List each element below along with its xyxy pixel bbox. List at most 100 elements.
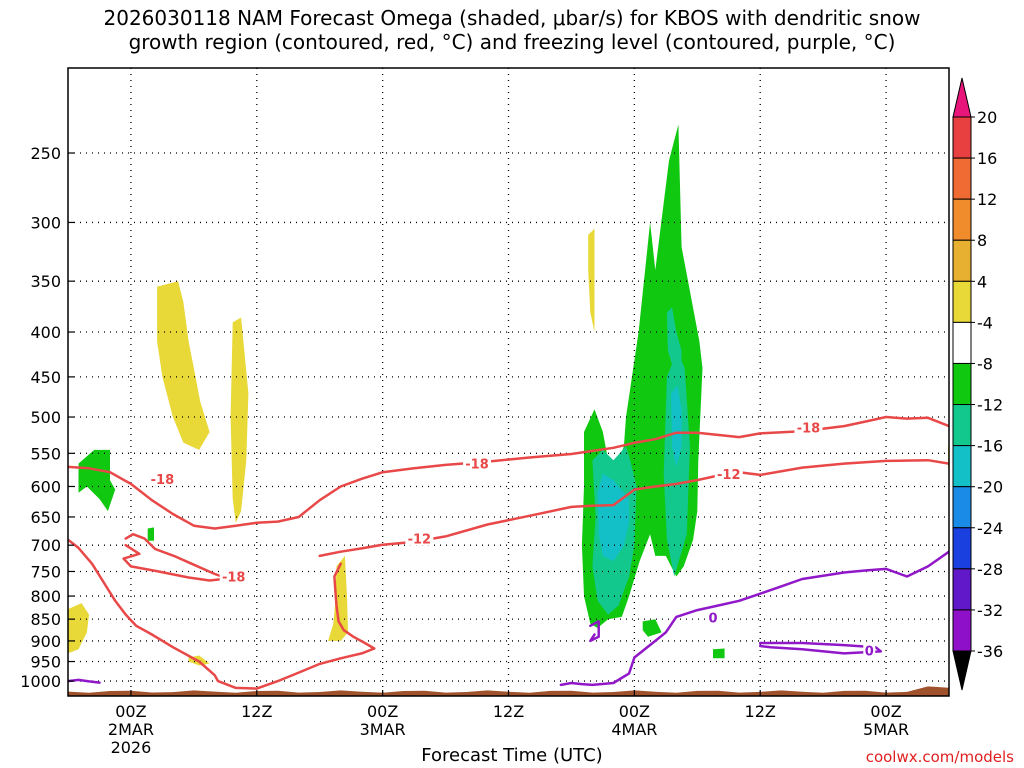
omega-region-16 — [671, 385, 682, 467]
y-tick-label: 350 — [30, 272, 61, 291]
y-tick-label: 1000 — [20, 672, 61, 691]
contour-label: -12 — [408, 533, 432, 548]
omega-region-0 — [157, 281, 210, 450]
omega-region-8 — [147, 527, 154, 541]
chart-title-line1: 2026030118 NAM Forecast Omega (shaded, μ… — [103, 6, 921, 30]
x-tick-label: 12Z — [745, 702, 776, 721]
x-tick-label: 2MAR — [108, 720, 154, 739]
y-tick-label: 700 — [30, 536, 61, 555]
contour-label: 0 — [708, 611, 717, 626]
colorbar-label: -16 — [977, 437, 1003, 456]
omega-region-11 — [713, 648, 725, 659]
chart-title: 2026030118 NAM Forecast Omega (shaded, μ… — [0, 6, 1024, 54]
contour-label: 0 — [865, 644, 874, 659]
x-axis-label: Forecast Time (UTC) — [421, 745, 603, 766]
contour-label: -18 — [465, 457, 489, 472]
chart-title-line2: growth region (contoured, red, °C) and f… — [128, 30, 896, 54]
contour-label: -12 — [717, 468, 741, 483]
colorbar-segment — [952, 527, 972, 570]
colorbar-label: -36 — [977, 642, 1003, 661]
contour-label-bg — [714, 466, 743, 481]
contour-label-bg — [707, 610, 720, 625]
colorbar-segment — [952, 486, 972, 529]
terrain-layer — [68, 686, 949, 696]
y-tick-label: 750 — [30, 562, 61, 581]
contour-label-bg — [405, 531, 434, 546]
contour-label-bg — [148, 472, 177, 487]
x-tick-label: 5MAR — [863, 720, 909, 739]
contour-label: -18 — [222, 571, 246, 586]
omega-region-15 — [597, 473, 630, 562]
colorbar-label: -24 — [977, 519, 1003, 538]
y-tick-label: 550 — [30, 444, 61, 463]
x-tick-label: 12Z — [493, 702, 524, 721]
y-tick-label: 600 — [30, 477, 61, 496]
y-tick-label: 950 — [30, 653, 61, 672]
colorbar-segment — [952, 116, 972, 159]
colorbar-label: 4 — [977, 272, 987, 291]
colorbar-label: -28 — [977, 560, 1003, 579]
x-tick-label: 00Z — [619, 702, 650, 721]
y-tick-label: 500 — [30, 408, 61, 427]
gridlines — [68, 68, 949, 696]
colorbar-label: -32 — [977, 601, 1003, 620]
contour-label-bg — [863, 643, 876, 658]
contour-line-5 — [559, 550, 949, 687]
colorbar-segment — [952, 157, 972, 200]
plot-frame — [67, 67, 950, 697]
colorbar-label: -20 — [977, 478, 1003, 497]
terrain-fill — [68, 686, 949, 696]
colorbar-segment — [952, 198, 972, 241]
contour-line-4 — [589, 620, 600, 643]
colorbar-segment — [952, 404, 972, 447]
x-tick-label: 00Z — [115, 702, 146, 721]
colorbar-segment — [952, 568, 972, 611]
contour-line-3 — [68, 538, 376, 690]
colorbar-label: -4 — [977, 313, 993, 332]
y-axis: 250 300 350 400 450 500 550 600 650 700 750 800 850 9… — [20, 144, 74, 691]
colorbar-label: 20 — [977, 108, 997, 127]
contour-labels-layer: -18 -18 -18 -12 -12 -18 0 0 — [148, 420, 876, 659]
y-tick-label: 250 — [30, 144, 61, 163]
y-tick-label: 800 — [30, 587, 61, 606]
contour-line-1 — [318, 458, 949, 558]
contour-label: -18 — [797, 421, 821, 436]
credit-link[interactable]: coolwx.com/models — [865, 748, 1014, 766]
contour-label-bg — [794, 420, 823, 435]
x-tick-label: 2026 — [111, 738, 152, 757]
colorbar-segment — [952, 239, 972, 282]
y-tick-label: 650 — [30, 508, 61, 527]
omega-region-7 — [78, 449, 116, 512]
omega-region-10 — [642, 619, 662, 637]
colorbar-label: 16 — [977, 149, 997, 168]
omega-shading-layer — [68, 124, 949, 666]
omega-region-1 — [230, 317, 249, 523]
y-tick-label: 900 — [30, 632, 61, 651]
colorbar-segment — [952, 362, 972, 406]
colorbar-top-arrow — [952, 77, 972, 118]
y-tick-label: 450 — [30, 368, 61, 387]
colorbar-segment — [952, 445, 972, 488]
colorbar-segment — [952, 321, 972, 364]
colorbar-label: -8 — [977, 354, 993, 373]
omega-region-5 — [588, 228, 595, 332]
x-tick-label: 00Z — [367, 702, 398, 721]
contour-label-bg — [463, 456, 492, 471]
x-tick-label: 4MAR — [611, 720, 657, 739]
omega-region-2 — [328, 555, 348, 641]
colorbar-bottom-arrow — [952, 650, 972, 691]
x-tick-label: 3MAR — [360, 720, 406, 739]
y-tick-label: 850 — [30, 610, 61, 629]
x-tick-label: 00Z — [870, 702, 901, 721]
colorbar-label: 12 — [977, 190, 997, 209]
omega-region-14 — [666, 307, 682, 369]
contour-label-bg — [219, 569, 248, 584]
contour-line-2 — [122, 532, 229, 582]
colorbar: 20 16 12 8 4 -4 -8 -12 -16 -20 -24 -28 -32 -36 — [952, 77, 1003, 691]
y-tick-label: 400 — [30, 323, 61, 342]
contour-layer — [68, 415, 949, 690]
colorbar-label: 8 — [977, 231, 987, 250]
contour-label: -18 — [151, 473, 175, 488]
